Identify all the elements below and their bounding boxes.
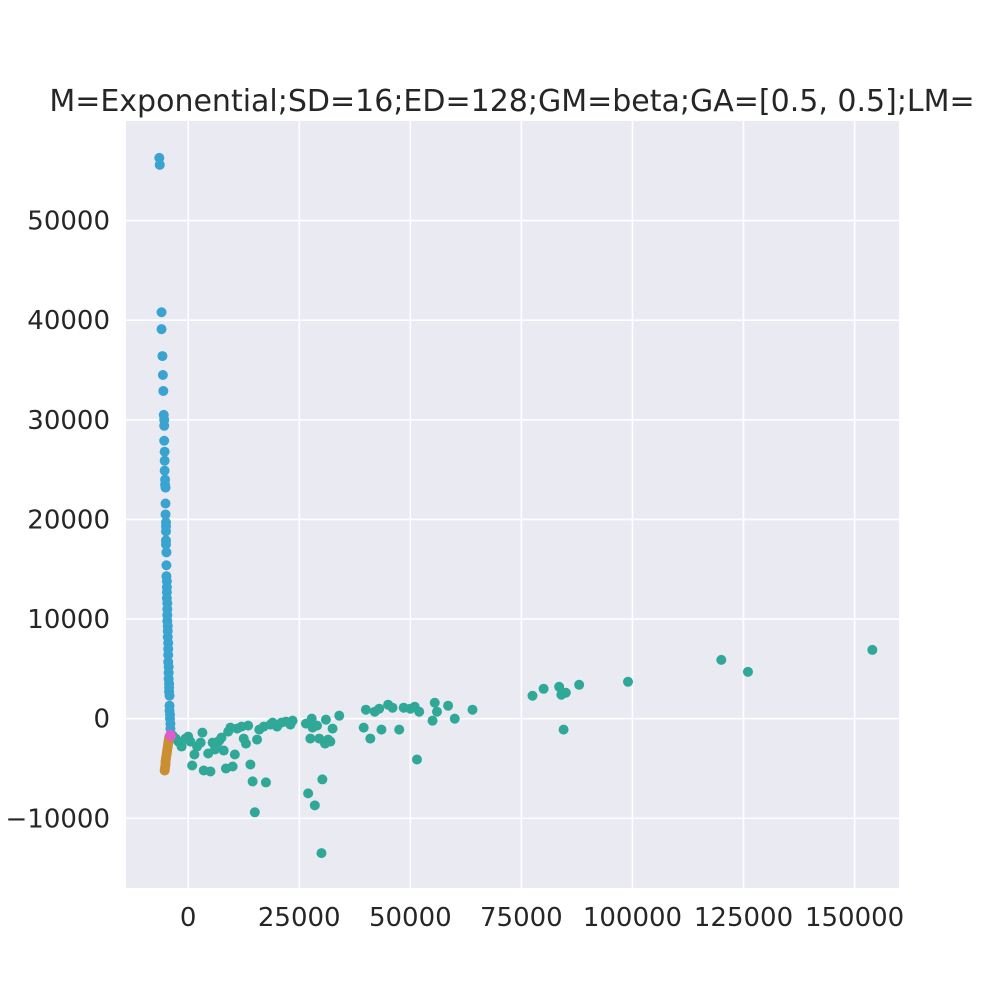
chart-title: M=Exponential;SD=16;ED=128;GM=beta;GA=[0… (49, 84, 974, 119)
data-point (560, 687, 571, 698)
y-tick-label: −10000 (6, 804, 111, 834)
data-point (197, 727, 208, 738)
data-point (312, 720, 323, 731)
data-point (623, 676, 634, 687)
data-point (325, 736, 336, 747)
data-point (716, 654, 727, 665)
data-point (159, 435, 170, 446)
data-point (164, 690, 175, 701)
data-point (249, 807, 260, 818)
data-point (260, 777, 271, 788)
y-tick-label: 0 (93, 705, 110, 735)
data-point (176, 741, 187, 752)
data-point (867, 644, 878, 655)
data-point (538, 683, 549, 694)
data-point (306, 713, 317, 724)
data-point (159, 465, 170, 476)
data-point (245, 759, 256, 770)
data-point (195, 737, 206, 748)
data-point (429, 697, 440, 708)
data-point (189, 749, 200, 760)
data-point (394, 724, 405, 735)
data-point (159, 455, 170, 466)
series-3 (164, 729, 176, 742)
data-point (252, 734, 263, 745)
data-point (159, 420, 170, 431)
data-point (360, 704, 371, 715)
data-point (527, 690, 538, 701)
plot-background (126, 121, 899, 888)
x-tick-label: 50000 (369, 903, 452, 933)
y-tick-label: 10000 (27, 605, 110, 635)
data-point (358, 722, 369, 733)
data-points (154, 152, 878, 859)
data-point (374, 703, 385, 714)
data-point (205, 766, 216, 777)
data-point (218, 745, 229, 756)
data-point (240, 738, 251, 749)
series-1 (167, 644, 878, 859)
data-point (159, 446, 170, 457)
data-point (157, 370, 168, 381)
data-point (305, 733, 316, 744)
data-point (411, 754, 422, 765)
data-point (229, 749, 240, 760)
x-tick-label: 25000 (258, 903, 341, 933)
data-point (157, 351, 168, 362)
x-tick-labels: 0 25000 50000 75000 100000 125000 150000 (180, 903, 904, 933)
data-point (160, 526, 171, 537)
x-tick-label: 100000 (583, 903, 682, 933)
y-tick-label: 20000 (27, 505, 110, 535)
data-point (558, 724, 569, 735)
data-point (160, 509, 171, 520)
data-point (327, 723, 338, 734)
data-point (376, 724, 387, 735)
data-point (443, 700, 454, 711)
data-point (317, 774, 328, 785)
grid-lines (126, 121, 899, 888)
data-point (154, 159, 165, 170)
x-tick-label: 0 (180, 903, 197, 933)
data-point (320, 714, 331, 725)
y-tick-label: 30000 (27, 406, 110, 436)
data-point (163, 649, 174, 660)
data-point (187, 760, 198, 771)
data-point (574, 679, 585, 690)
data-point (161, 560, 172, 571)
data-point (554, 681, 565, 692)
data-point (160, 498, 171, 509)
data-point (334, 710, 345, 721)
series-0 (154, 152, 176, 734)
data-point (165, 731, 176, 742)
y-tick-labels: −10000 0 10000 20000 30000 40000 50000 (6, 207, 111, 835)
y-tick-label: 50000 (27, 207, 110, 237)
data-point (431, 706, 442, 717)
data-point (309, 800, 320, 811)
data-point (414, 706, 425, 717)
y-tick-label: 40000 (27, 306, 110, 336)
data-point (287, 715, 298, 726)
data-point (156, 324, 167, 335)
data-point (158, 385, 169, 396)
data-point (365, 733, 376, 744)
data-point (387, 702, 398, 713)
data-point (427, 715, 438, 726)
data-point (247, 776, 258, 787)
data-point (303, 788, 314, 799)
data-point (160, 482, 171, 493)
data-point (243, 720, 254, 731)
x-tick-label: 125000 (694, 903, 793, 933)
data-point (160, 539, 171, 550)
x-tick-label: 150000 (805, 903, 904, 933)
data-point (316, 848, 327, 859)
data-point (467, 704, 478, 715)
x-tick-label: 75000 (480, 903, 563, 933)
data-point (156, 307, 167, 318)
data-point (227, 761, 238, 772)
data-point (742, 666, 753, 677)
data-point (449, 713, 460, 724)
data-point (216, 732, 227, 743)
data-point (161, 547, 172, 558)
